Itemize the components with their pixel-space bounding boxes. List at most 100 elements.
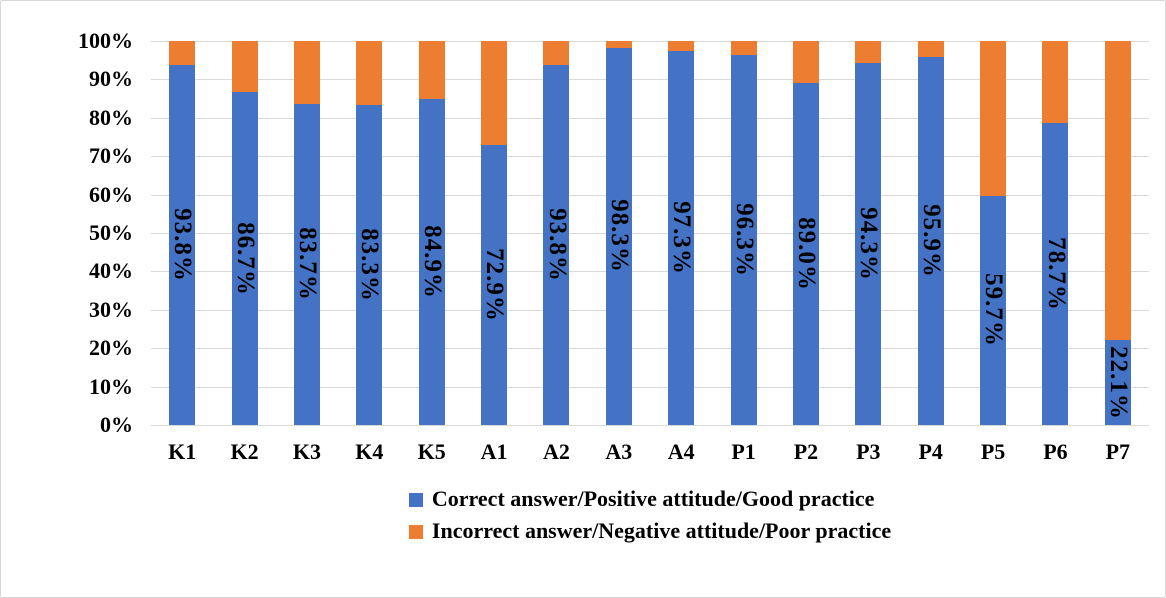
bar-data-label-wrap: 97.3% bbox=[668, 51, 696, 425]
segment-incorrect bbox=[1042, 41, 1069, 123]
bar-data-label: 83.3% bbox=[356, 228, 384, 302]
bar-a3: 98.3% bbox=[605, 41, 633, 425]
segment-incorrect bbox=[293, 41, 320, 104]
x-axis-label-p6: P6 bbox=[1043, 439, 1068, 464]
x-axis-label-k3: K3 bbox=[292, 439, 321, 464]
segment-incorrect bbox=[169, 41, 196, 65]
x-axis-label-a3: A3 bbox=[605, 439, 633, 464]
bar-data-label: 59.7% bbox=[980, 273, 1008, 348]
gridline bbox=[151, 156, 1149, 158]
segment-correct: 22.1% bbox=[1104, 340, 1132, 425]
legend-item-label: Incorrect answer/Negative attitude/Poor … bbox=[431, 518, 892, 544]
bar-data-label: 93.8% bbox=[543, 208, 571, 282]
bar-a2: 93.8% bbox=[543, 41, 571, 425]
legend: Correct answer/Positive attitude/Good pr… bbox=[151, 486, 1149, 544]
y-axis-tick-label: 90% bbox=[89, 66, 133, 92]
bar-slot-k1: 93.8% bbox=[151, 41, 213, 425]
bar-data-label: 98.3% bbox=[605, 199, 633, 274]
segment-correct: 83.3% bbox=[356, 105, 384, 425]
bar-data-label: 22.1% bbox=[1104, 345, 1132, 420]
y-axis-tick-label: 30% bbox=[89, 296, 133, 322]
x-axis-label-a1: A1 bbox=[480, 439, 508, 464]
segment-incorrect bbox=[481, 41, 508, 146]
legend-swatch-icon bbox=[408, 493, 423, 508]
bar-p1: 96.3% bbox=[730, 41, 758, 425]
bar-slot-p2: 89.0% bbox=[775, 41, 837, 425]
legend-item-label: Correct answer/Positive attitude/Good pr… bbox=[431, 486, 875, 511]
y-axis-tick-label: 100% bbox=[78, 28, 133, 53]
bar-data-label: 78.7% bbox=[1042, 237, 1070, 311]
bar-data-label-wrap: 83.7% bbox=[293, 104, 321, 425]
bars-container: 93.8% 86.7% 83.7% 83.3% 84.9% 72.9% 93.8% 98.3%… bbox=[151, 41, 1149, 425]
y-axis-tick-label: 20% bbox=[89, 335, 133, 361]
x-axis-label-p2: P2 bbox=[793, 439, 819, 464]
bar-p3: 94.3% bbox=[855, 41, 883, 425]
bar-a1: 72.9% bbox=[481, 41, 509, 425]
bar-data-label: 94.3% bbox=[855, 207, 883, 281]
x-axis-label-p3: P3 bbox=[856, 439, 881, 464]
bar-data-label: 86.7% bbox=[231, 221, 259, 296]
plot-area: 93.8% 86.7% 83.7% 83.3% 84.9% 72.9% 93.8% 98.3%… bbox=[151, 41, 1149, 426]
x-axis-label-k1: K1 bbox=[168, 439, 197, 464]
bar-data-label-wrap: 59.7% bbox=[980, 196, 1008, 425]
segment-correct: 93.8% bbox=[543, 64, 571, 425]
bar-slot-k4: 83.3% bbox=[338, 41, 400, 425]
segment-correct: 89.0% bbox=[792, 83, 820, 425]
bar-data-label: 83.7% bbox=[293, 227, 321, 302]
legend-item-1: Incorrect answer/Negative attitude/Poor … bbox=[408, 518, 892, 544]
gridline bbox=[151, 233, 1149, 234]
bar-k5: 84.9% bbox=[418, 41, 446, 425]
bar-data-label-wrap: 72.9% bbox=[481, 145, 509, 425]
bar-data-label: 72.9% bbox=[481, 248, 509, 322]
segment-incorrect bbox=[730, 41, 757, 56]
segment-correct: 94.3% bbox=[855, 62, 883, 425]
bar-data-label-wrap: 96.3% bbox=[730, 55, 758, 425]
x-axis-label-a4: A4 bbox=[667, 439, 695, 464]
bar-data-label: 95.9% bbox=[917, 204, 945, 278]
bar-slot-p3: 94.3% bbox=[837, 41, 899, 425]
y-axis-tick-label: 40% bbox=[89, 258, 133, 284]
bar-slot-k2: 86.7% bbox=[213, 41, 275, 425]
gridline bbox=[151, 271, 1149, 273]
bar-slot-a4: 97.3% bbox=[650, 41, 712, 425]
bar-slot-p1: 96.3% bbox=[712, 41, 774, 425]
bar-data-label-wrap: 83.3% bbox=[356, 105, 384, 425]
y-axis-tick-label: 0% bbox=[100, 412, 133, 437]
segment-incorrect bbox=[231, 41, 258, 93]
bar-slot-a2: 93.8% bbox=[525, 41, 587, 425]
segment-correct: 95.9% bbox=[917, 56, 945, 425]
bar-slot-a1: 72.9% bbox=[463, 41, 525, 425]
x-axis-label-p7: P7 bbox=[1105, 439, 1131, 464]
gridline bbox=[151, 41, 1149, 42]
bar-slot-p6: 78.7% bbox=[1024, 41, 1086, 425]
bar-data-label: 96.3% bbox=[730, 203, 758, 277]
x-axis-label-k4: K4 bbox=[355, 439, 384, 464]
gridline bbox=[151, 194, 1149, 196]
bar-data-label: 89.0% bbox=[792, 217, 820, 291]
segment-incorrect bbox=[1104, 41, 1131, 341]
segment-correct: 97.3% bbox=[668, 51, 696, 425]
bar-data-label-wrap: 93.8% bbox=[543, 65, 571, 425]
segment-correct: 59.7% bbox=[980, 195, 1008, 425]
bar-p7: 22.1% bbox=[1104, 41, 1132, 425]
bar-slot-k5: 84.9% bbox=[401, 41, 463, 425]
segment-incorrect bbox=[543, 41, 570, 65]
segment-incorrect bbox=[668, 41, 695, 52]
y-axis-tick-label: 70% bbox=[89, 143, 133, 169]
gridline bbox=[151, 79, 1149, 81]
segment-incorrect bbox=[356, 41, 383, 106]
bar-data-label-wrap: 84.9% bbox=[419, 99, 446, 425]
gridline bbox=[151, 386, 1149, 388]
bar-p4: 95.9% bbox=[917, 41, 945, 425]
bar-k4: 83.3% bbox=[356, 41, 384, 425]
bar-data-label-wrap: 95.9% bbox=[917, 57, 945, 425]
segment-incorrect bbox=[418, 41, 445, 99]
segment-correct: 72.9% bbox=[481, 145, 509, 425]
bar-data-label: 97.3% bbox=[668, 201, 696, 276]
bar-data-label-wrap: 98.3% bbox=[605, 48, 633, 425]
bar-k2: 86.7% bbox=[231, 41, 259, 425]
x-axis-label-k2: K2 bbox=[230, 439, 259, 464]
x-axis: K1 K2 K3 K4 K5 A1 A2 A3 A4 P1 P2 P3 P4 P5 P6 P7 bbox=[151, 439, 1149, 465]
y-axis-tick-label: 50% bbox=[89, 220, 133, 245]
gridline bbox=[151, 117, 1149, 119]
